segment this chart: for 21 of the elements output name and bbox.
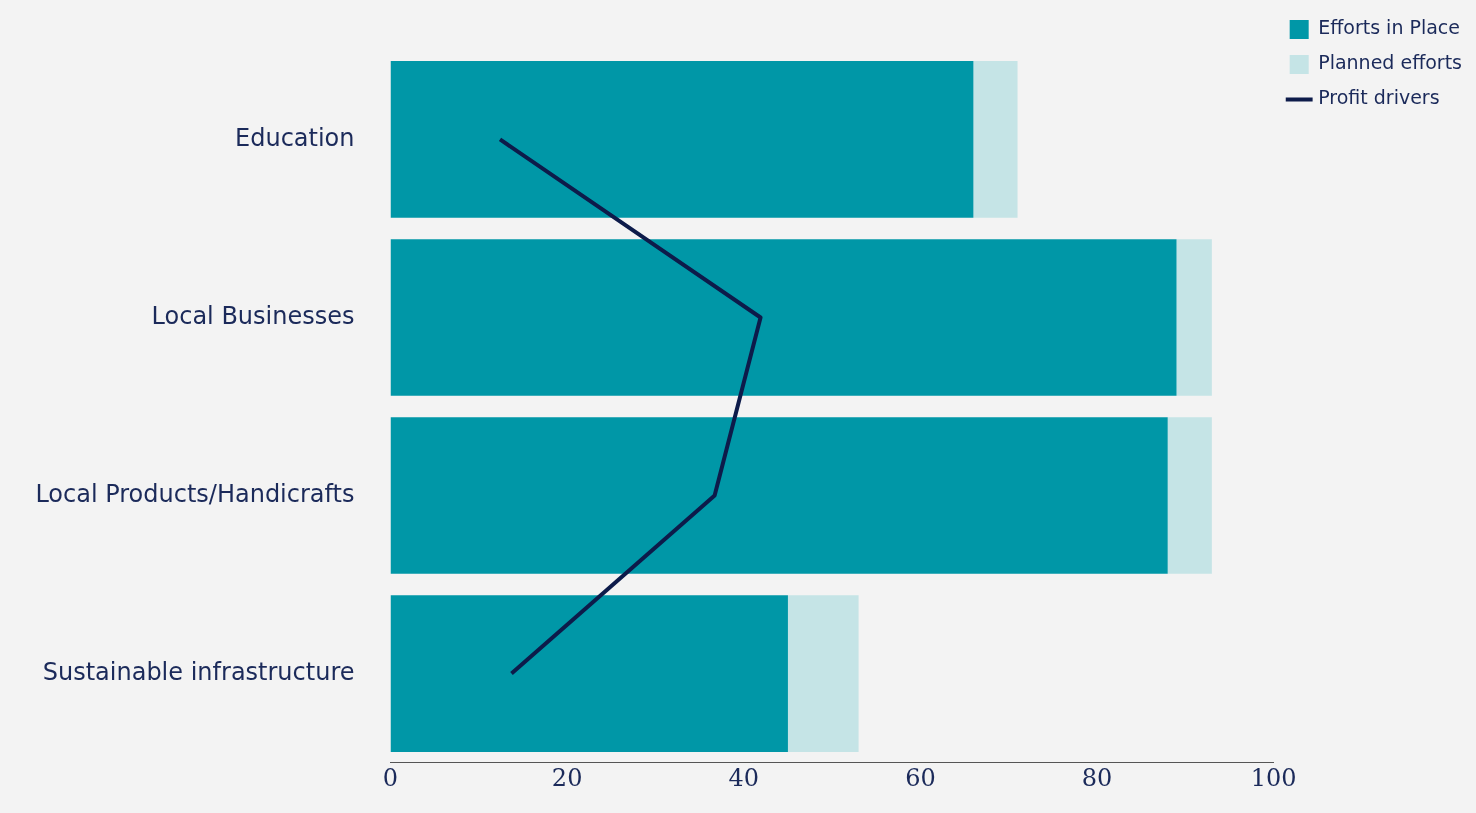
bar xyxy=(390,595,788,752)
bar xyxy=(973,61,1018,218)
y-tick-label: Local Products/Handicrafts xyxy=(35,479,355,508)
x-tick-label: 60 xyxy=(905,764,936,793)
x-tick-label: 0 xyxy=(382,764,399,793)
legend-label: Profit drivers xyxy=(1318,86,1440,109)
x-tick-label: 80 xyxy=(1081,764,1113,793)
x-tick-label: 40 xyxy=(728,764,760,793)
legend-label: Planned efforts xyxy=(1318,51,1463,74)
bar xyxy=(787,595,859,752)
bar xyxy=(1167,417,1212,574)
y-tick-label: Local Businesses xyxy=(151,301,355,330)
bar xyxy=(1176,239,1212,396)
legend-label: Efforts in Place xyxy=(1318,16,1460,39)
y-tick-label: Sustainable infrastructure xyxy=(42,657,355,686)
bar xyxy=(390,239,1177,396)
bar xyxy=(390,417,1168,574)
x-tick-label: 100 xyxy=(1250,764,1297,793)
y-tick-label: Education xyxy=(235,123,355,152)
x-tick-label: 20 xyxy=(551,764,583,793)
bar xyxy=(390,61,974,218)
